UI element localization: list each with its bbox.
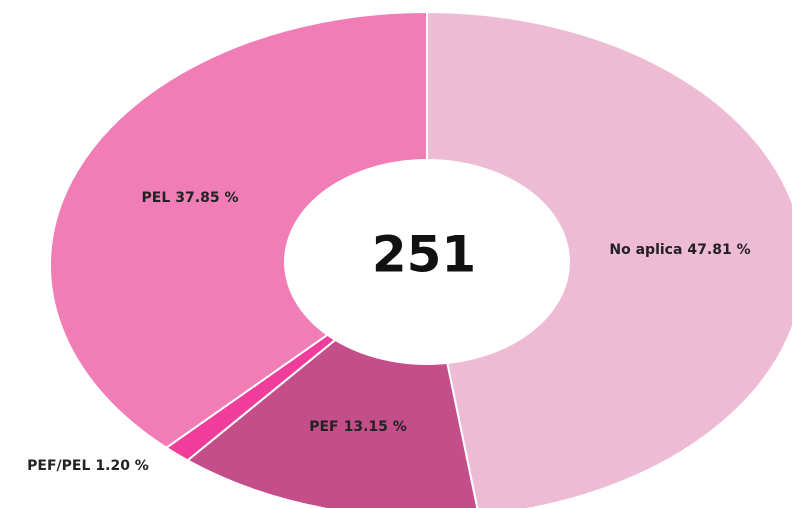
donut-hole xyxy=(284,159,570,365)
slice xyxy=(49,10,428,449)
label-value: 13.15 % xyxy=(344,419,407,435)
data-label: PEF/PEL 1.20 % xyxy=(27,458,149,474)
data-label: No aplica 47.81 % xyxy=(609,242,750,258)
label-value: 1.20 % xyxy=(95,458,148,474)
label-value: 37.85 % xyxy=(175,190,238,206)
center-label: 251 xyxy=(372,226,476,284)
data-label: PEL 37.85 % xyxy=(142,190,239,206)
label-name: No aplica xyxy=(609,242,682,258)
label-name: PEL xyxy=(142,190,171,206)
slice xyxy=(426,10,792,508)
data-label: PEF 13.15 % xyxy=(309,419,407,435)
label-name: PEF xyxy=(309,419,338,435)
label-value: 47.81 % xyxy=(687,242,750,258)
label-name: PEF/PEL xyxy=(27,458,90,474)
